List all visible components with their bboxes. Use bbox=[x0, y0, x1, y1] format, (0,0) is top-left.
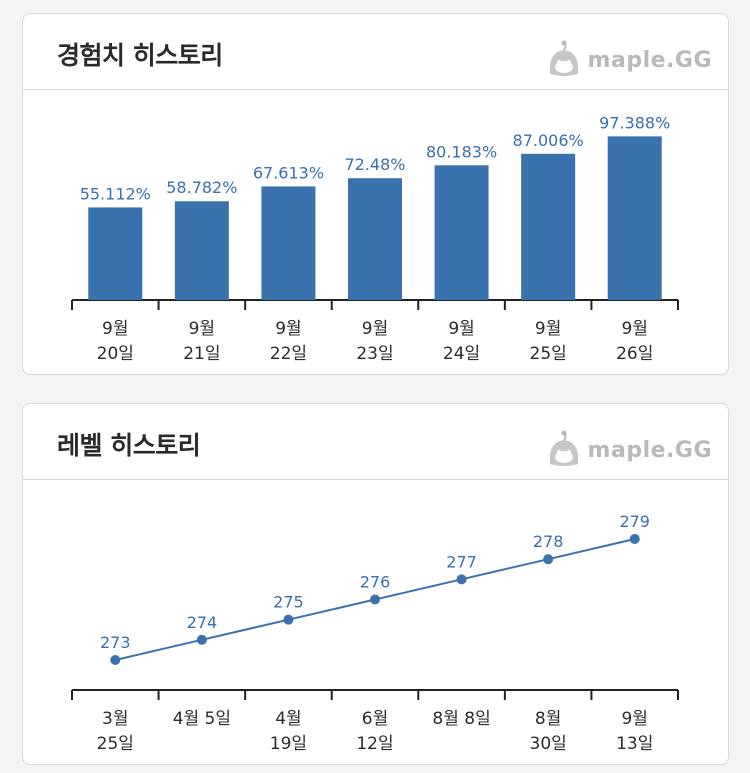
level-history-title: 레벨 히스토리 bbox=[57, 431, 201, 460]
level-history-header: 레벨 히스토리 maple.GG bbox=[23, 404, 728, 480]
level-value-label: 279 bbox=[619, 512, 650, 531]
level-point bbox=[110, 655, 121, 665]
exp-value-label: 67.613% bbox=[253, 163, 324, 182]
brand-text: maple.GG bbox=[587, 47, 712, 73]
level-value-label: 278 bbox=[533, 532, 564, 551]
level-value-label: 276 bbox=[360, 573, 391, 592]
brand-logo: maple.GG bbox=[544, 430, 712, 470]
exp-bar bbox=[88, 207, 143, 300]
x-tick-label: 9월 bbox=[621, 319, 647, 339]
exp-bar bbox=[348, 178, 402, 300]
x-tick-label: 25일 bbox=[97, 734, 134, 754]
x-tick-label: 9월 bbox=[362, 319, 388, 339]
level-value-label: 273 bbox=[100, 633, 131, 652]
x-tick-label: 30일 bbox=[530, 734, 567, 754]
brand-logo: maple.GG bbox=[544, 40, 712, 80]
x-tick-label: 20일 bbox=[97, 344, 134, 364]
mascot-icon bbox=[549, 430, 578, 466]
x-tick-label: 23일 bbox=[356, 344, 393, 364]
x-tick-label: 8월 8일 bbox=[432, 709, 490, 729]
x-tick-label: 25일 bbox=[530, 344, 567, 364]
exp-value-label: 58.782% bbox=[166, 178, 237, 197]
level-value-label: 274 bbox=[187, 613, 218, 632]
level-value-label: 277 bbox=[446, 552, 477, 571]
exp-history-header: 경험치 히스토리 maple.GG bbox=[23, 14, 728, 90]
x-tick-label: 12일 bbox=[356, 734, 393, 754]
level-point bbox=[370, 594, 380, 605]
x-tick-label: 24일 bbox=[443, 344, 480, 364]
x-tick-label: 6월 bbox=[362, 709, 388, 729]
exp-history-card: 경험치 히스토리 maple.GG 9월 20일 9월 21일 9월 22일 9월 23일 9월… bbox=[22, 13, 729, 375]
exp-value-label: 80.183% bbox=[426, 142, 497, 161]
x-tick-label: 8월 bbox=[535, 709, 561, 729]
x-tick-label: 21일 bbox=[183, 344, 220, 364]
x-tick-label: 3월 bbox=[102, 709, 128, 729]
x-tick-label: 9월 bbox=[448, 319, 474, 339]
x-tick-label: 22일 bbox=[270, 344, 307, 364]
x-tick-label: 19일 bbox=[270, 734, 307, 754]
level-point bbox=[196, 634, 207, 645]
x-tick-label: 13일 bbox=[616, 734, 653, 754]
level-point bbox=[629, 534, 640, 544]
exp-bar bbox=[607, 136, 662, 300]
level-line-chart: 3월 25일 4월 5일 4월 19일 6월 12일 8월 8일 8월 30일 9월 13일 273 27… bbox=[71, 512, 679, 754]
x-tick-label: 26일 bbox=[616, 344, 653, 364]
level-history-card: 레벨 히스토리 maple.GG 3월 25일 4월 5일 4월 19일 6월 12일 8월 … bbox=[22, 403, 729, 765]
mascot-icon bbox=[549, 40, 578, 76]
x-tick-label: 4월 bbox=[275, 709, 301, 729]
x-tick-label: 4월 5일 bbox=[173, 709, 231, 729]
exp-history-title: 경험치 히스토리 bbox=[57, 41, 223, 70]
x-tick-label: 9월 bbox=[102, 319, 128, 339]
level-point bbox=[543, 554, 554, 565]
x-tick-label: 9월 bbox=[621, 709, 647, 729]
exp-value-label: 87.006% bbox=[513, 131, 584, 150]
level-point bbox=[283, 614, 294, 625]
exp-value-label: 55.112% bbox=[80, 184, 151, 203]
exp-value-label: 72.48% bbox=[344, 155, 405, 174]
level-point bbox=[456, 574, 467, 585]
brand-text: maple.GG bbox=[587, 437, 712, 463]
exp-bar bbox=[434, 165, 489, 300]
x-tick-label: 9월 bbox=[535, 319, 561, 339]
exp-bar bbox=[174, 201, 229, 300]
exp-bar bbox=[261, 186, 316, 300]
x-tick-label: 9월 bbox=[275, 319, 301, 339]
exp-bar bbox=[521, 153, 576, 300]
level-value-label: 275 bbox=[273, 593, 304, 612]
x-tick-label: 9월 bbox=[189, 319, 215, 339]
exp-value-label: 97.388% bbox=[599, 113, 670, 132]
exp-bar-chart: 9월 20일 9월 21일 9월 22일 9월 23일 9월 24일 9월 25일 9월 26일 55.11… bbox=[71, 113, 679, 364]
